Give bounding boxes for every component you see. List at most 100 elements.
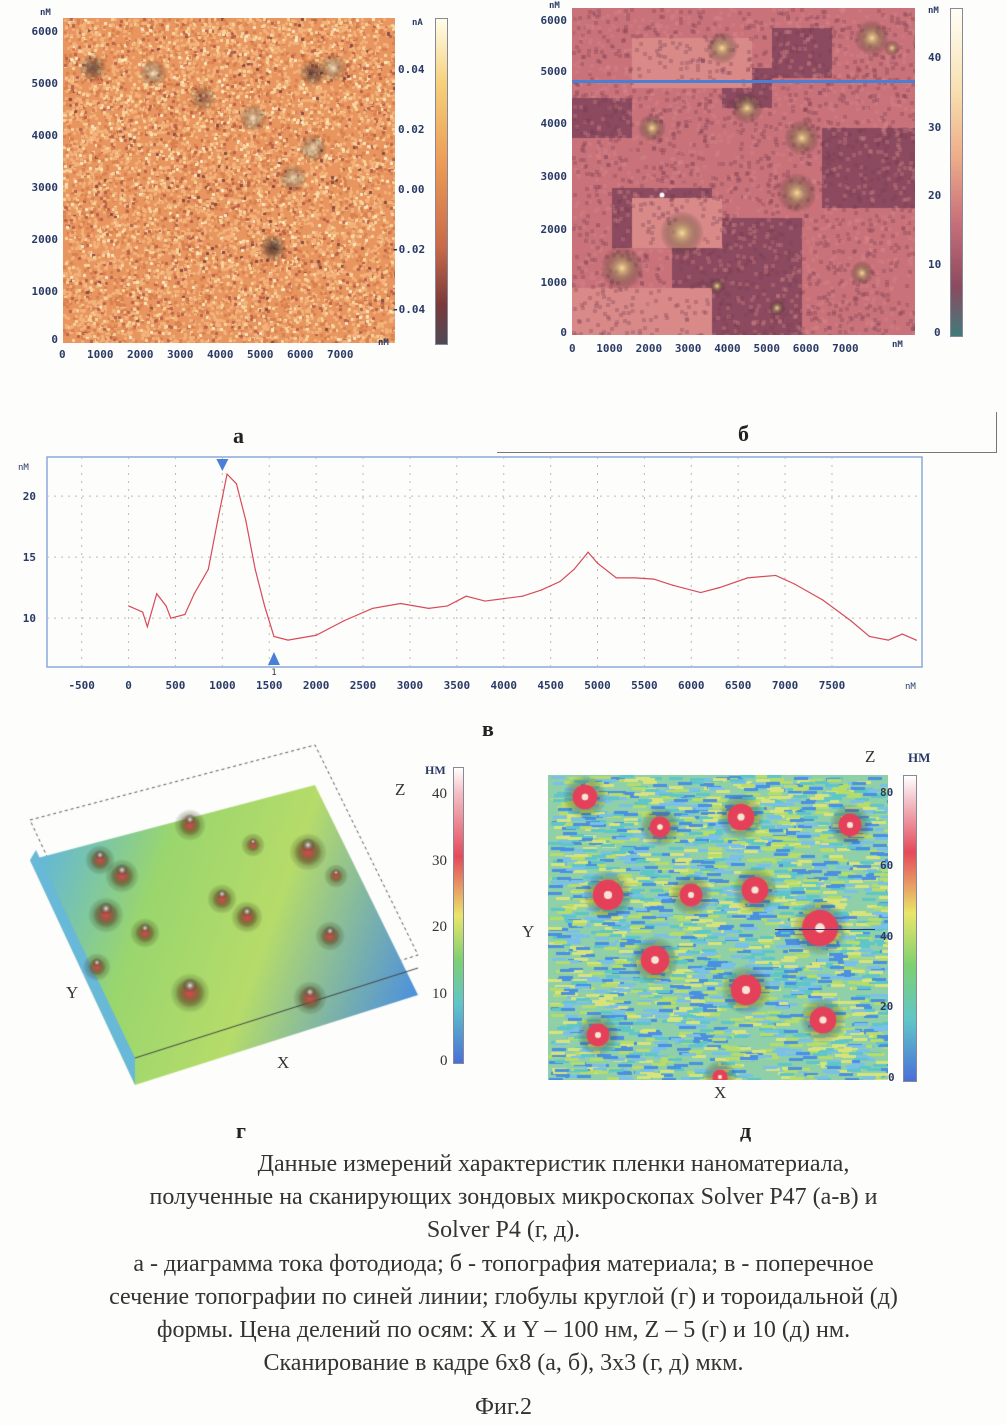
data-point [142, 611, 143, 612]
data-point [447, 605, 448, 606]
data-point [208, 569, 209, 570]
x-tick-label: 3000 [397, 679, 424, 692]
y-axis-unit: nM [18, 463, 29, 473]
divider-line-vertical [996, 412, 997, 452]
colorbar-unit: nM [928, 6, 939, 16]
data-point [287, 640, 288, 641]
colorbar-tick-label: 30 [432, 853, 447, 870]
profile-line [129, 474, 917, 640]
colorbar-tick-label: 60 [880, 859, 893, 872]
colorbar-tick-label: 40 [928, 51, 941, 64]
x-tick-label: 2000 [636, 342, 663, 355]
x-tick-label: 4000 [490, 679, 517, 692]
data-point [597, 563, 598, 564]
x-tick-label: 5000 [754, 342, 781, 355]
plot-frame [47, 457, 922, 667]
colorbar-tick-label: -0.02 [392, 243, 425, 256]
data-point [775, 575, 776, 576]
x-tick-label: 2000 [303, 679, 330, 692]
data-point [902, 633, 903, 634]
x-tick-label: 5000 [584, 679, 611, 692]
x-tick-label: 6000 [793, 342, 820, 355]
data-point [344, 620, 345, 621]
colorbar-height [453, 767, 464, 1064]
y-tick-label: 2000 [527, 223, 567, 236]
data-point [466, 596, 467, 597]
colorbar-current [435, 18, 448, 345]
data-point [428, 608, 429, 609]
axis-unit: nM [40, 8, 51, 18]
caption-line: а - диаграмма тока фотодиода; б - топогр… [0, 1248, 1007, 1281]
x-tick-label: 4500 [537, 679, 564, 692]
figure-number: Фиг.2 [0, 1391, 1007, 1424]
toroidal-globules-map [548, 775, 888, 1080]
caption-line: формы. Цена делений по осям: X и Y – 100… [0, 1314, 1007, 1347]
globules-3d-view [10, 740, 430, 1090]
colorbar-tick-label: 40 [880, 930, 893, 943]
data-point [156, 593, 157, 594]
colorbar-tick-label: 0 [440, 1053, 448, 1070]
x-tick-label: 6000 [678, 679, 705, 692]
y-tick-label: 0 [527, 326, 567, 339]
data-point [166, 605, 167, 606]
x-tick-label: 1000 [87, 348, 114, 361]
data-point [719, 587, 720, 588]
data-point [264, 605, 265, 606]
cross-section-chart: -500050010001500200025003000350040004500… [0, 450, 1007, 700]
caption-line: Сканирование в кадре 6х8 (а, б), 3х3 (г,… [0, 1347, 1007, 1380]
data-point [217, 520, 218, 521]
x-tick-label: 500 [166, 679, 186, 692]
colorbar-tick-label: 20 [928, 189, 941, 202]
x-tick-label: 1500 [256, 679, 283, 692]
axis-unit: nM [549, 1, 560, 12]
colorbar-tick-label: 0.00 [398, 183, 425, 196]
data-point [700, 592, 701, 593]
colorbar-tick-label: 0.04 [398, 63, 425, 76]
colorbar-tick-label: -0.04 [392, 303, 425, 316]
colorbar-tick-label: 10 [928, 258, 941, 271]
data-point [616, 577, 617, 578]
y-tick-label: 4000 [527, 117, 567, 130]
data-point [888, 640, 889, 641]
caption-line: Solver P4 (г, д). [0, 1214, 1007, 1247]
data-point [484, 600, 485, 601]
data-point [588, 552, 589, 553]
data-point [869, 636, 870, 637]
x-axis-unit: nM [378, 338, 389, 348]
data-point [573, 569, 574, 570]
colorbar-tick-label: 30 [928, 121, 941, 134]
data-point [522, 596, 523, 597]
x-axis-unit: nM [892, 340, 903, 350]
panel-label-g: г [236, 1118, 246, 1144]
section-line [572, 80, 915, 83]
photodiode-current-map [63, 18, 395, 343]
y-tick-label: 0 [18, 333, 58, 346]
colorbar-tick-label: 0 [934, 326, 941, 339]
x-tick-label: 0 [569, 342, 576, 355]
x-tick-label: 5000 [247, 348, 274, 361]
x-tick-label: 6000 [287, 348, 314, 361]
data-point [541, 589, 542, 590]
data-point [400, 603, 401, 604]
y-tick-label: 15 [23, 551, 36, 564]
colorbar-tick-label: 10 [432, 986, 447, 1003]
data-point [147, 626, 148, 627]
caption-line: Данные измерений характеристик пленки на… [0, 1148, 1007, 1181]
colorbar-height [950, 8, 963, 337]
data-point [653, 578, 654, 579]
topography-map [572, 8, 915, 335]
x-tick-label: 7000 [772, 679, 799, 692]
data-point [316, 635, 317, 636]
panel-label-d: д [740, 1118, 751, 1144]
x-axis-label: X [277, 1053, 289, 1073]
x-tick-label: 7000 [327, 348, 354, 361]
z-axis-label: Z [395, 780, 405, 800]
data-point [559, 581, 560, 582]
y-tick-label: 5000 [18, 77, 58, 90]
colorbar-tick-label: 20 [880, 1000, 893, 1013]
marker-label: 1 [271, 668, 276, 678]
y-tick-label: 6000 [527, 14, 567, 27]
y-tick-label: 10 [23, 612, 36, 625]
y-tick-label: 5000 [527, 65, 567, 78]
data-point [503, 598, 504, 599]
